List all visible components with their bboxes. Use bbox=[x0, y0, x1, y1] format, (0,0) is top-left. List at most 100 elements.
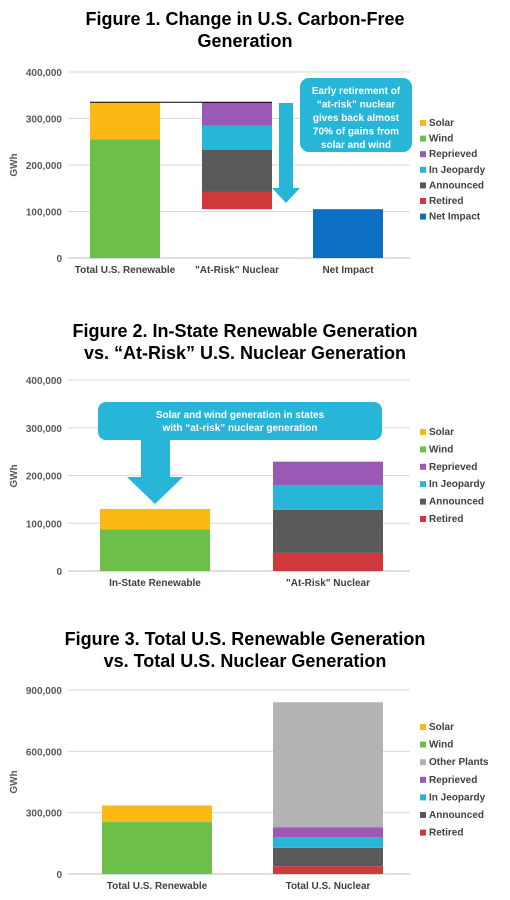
legend-swatch bbox=[420, 166, 426, 173]
down-arrow-icon bbox=[127, 438, 183, 504]
legend-swatch bbox=[420, 794, 426, 801]
y-tick-label: 600,000 bbox=[26, 747, 63, 758]
bar-segment-reprieved bbox=[273, 461, 383, 486]
bar-segment-in-jeopardy bbox=[273, 485, 383, 510]
y-tick-label: 200,000 bbox=[26, 472, 63, 483]
callout-text: solar and wind bbox=[321, 140, 391, 151]
callout-text: “at-risk” nuclear bbox=[317, 100, 395, 111]
figure-1-chart: 0 100,000 200,000 300,000 400,000 GWh Total U.… bbox=[9, 68, 486, 276]
down-arrow-icon bbox=[272, 103, 300, 203]
bar-segment-wind bbox=[100, 529, 210, 571]
legend-entry: Reprieved bbox=[429, 775, 477, 786]
callout-text: 70% of gains from bbox=[313, 127, 399, 138]
legend-entry: Wind bbox=[429, 444, 453, 455]
legend-entry: Retired bbox=[429, 196, 463, 207]
bar-segment-reprieved bbox=[273, 827, 383, 838]
legend-swatch bbox=[420, 759, 426, 766]
y-tick-label: 400,000 bbox=[26, 68, 63, 79]
figure-3-title-line-2: vs. Total U.S. Nuclear Generation bbox=[103, 651, 387, 671]
legend-entry: Solar bbox=[429, 118, 454, 129]
bar-segment-other-plants bbox=[273, 702, 383, 828]
y-axis-label: GWh bbox=[9, 770, 20, 793]
legend-swatch bbox=[420, 481, 426, 488]
figure-1: Figure 1. Change in U.S. Carbon-Free Gen… bbox=[0, 0, 510, 290]
y-tick-label: 300,000 bbox=[26, 424, 63, 435]
bar-segment-solar bbox=[100, 508, 210, 530]
bar-segment-announced bbox=[202, 149, 272, 192]
legend-swatch bbox=[420, 463, 426, 470]
legend-entry: Wind bbox=[429, 740, 453, 751]
legend-swatch bbox=[420, 829, 426, 836]
legend-entry: Solar bbox=[429, 427, 454, 438]
callout-text: Early retirement of bbox=[312, 86, 401, 97]
bar-segment-solar bbox=[102, 805, 212, 823]
legend-entry: Solar bbox=[429, 722, 454, 733]
figure-1-title: Figure 1. Change in U.S. Carbon-Free Gen… bbox=[0, 8, 490, 52]
x-tick-label: "At-Risk" Nuclear bbox=[195, 265, 279, 276]
legend-swatch bbox=[420, 812, 426, 818]
x-tick-label: In-State Renewable bbox=[109, 578, 201, 589]
legend-entry: Other Plants bbox=[429, 757, 489, 768]
figure-2-title-line-2: vs. “At-Risk” U.S. Nuclear Generation bbox=[83, 343, 407, 363]
bar-segment-net-impact bbox=[313, 209, 383, 258]
legend-entry: Retired bbox=[429, 514, 463, 525]
y-tick-label: 300,000 bbox=[26, 115, 63, 126]
bar-segment-retired bbox=[273, 866, 383, 874]
legend-entry: Announced bbox=[429, 810, 484, 821]
legend-entry: Reprieved bbox=[429, 149, 477, 160]
legend-swatch bbox=[420, 741, 426, 748]
x-tick-label: Net Impact bbox=[322, 265, 374, 276]
legend-swatch bbox=[420, 724, 426, 730]
legend-entry: In Jeopardy bbox=[429, 792, 486, 803]
legend-swatch bbox=[420, 429, 426, 435]
x-tick-label: "At-Risk" Nuclear bbox=[286, 578, 370, 589]
callout-text: gives back almost bbox=[313, 113, 400, 124]
figure-3-chart: 0 300,000 600,000 900,000 GWh Total U.S. Rene… bbox=[9, 686, 489, 892]
y-tick-label: 200,000 bbox=[26, 161, 63, 172]
figure-2: Figure 2. In-State Renewable Generation … bbox=[0, 300, 510, 600]
bar-segment-announced bbox=[273, 509, 383, 553]
legend-swatch bbox=[420, 213, 426, 220]
legend-swatch bbox=[420, 776, 426, 783]
x-tick-label: Total U.S. Renewable bbox=[75, 265, 176, 276]
figure-2-title: Figure 2. In-State Renewable Generation … bbox=[0, 320, 490, 364]
legend-swatch bbox=[420, 151, 426, 158]
figure-3: Figure 3. Total U.S. Renewable Generatio… bbox=[0, 610, 510, 900]
bar-segment-retired bbox=[202, 191, 272, 210]
x-tick-label: Total U.S. Nuclear bbox=[286, 881, 371, 892]
y-tick-label: 100,000 bbox=[26, 208, 63, 219]
y-axis-label: GWh bbox=[9, 464, 20, 487]
y-tick-label: 0 bbox=[56, 567, 62, 578]
callout-box bbox=[300, 78, 412, 152]
y-tick-label: 900,000 bbox=[26, 686, 63, 697]
figure-3-title: Figure 3. Total U.S. Renewable Generatio… bbox=[0, 628, 490, 672]
legend-entry: Announced bbox=[429, 497, 484, 508]
figure-1-title-line-1: Figure 1. Change in U.S. Carbon-Free bbox=[85, 9, 405, 29]
legend-entry: In Jeopardy bbox=[429, 479, 486, 490]
figure-1-title-line-2: Generation bbox=[197, 31, 293, 51]
x-tick-label: Total U.S. Renewable bbox=[107, 881, 208, 892]
figure-2-title-line-1: Figure 2. In-State Renewable Generation bbox=[72, 321, 418, 341]
bar-segment-in-jeopardy bbox=[273, 837, 383, 848]
y-tick-label: 100,000 bbox=[26, 519, 63, 530]
legend-swatch bbox=[420, 198, 426, 204]
legend-swatch bbox=[420, 182, 426, 189]
bar-segment-wind bbox=[102, 822, 212, 874]
bar-segment-announced bbox=[273, 847, 383, 867]
legend-entry: Reprieved bbox=[429, 462, 477, 473]
legend-swatch bbox=[420, 446, 426, 453]
y-axis-label: GWh bbox=[9, 153, 20, 176]
legend-entry: Announced bbox=[429, 180, 484, 191]
callout-text: Solar and wind generation in states bbox=[156, 410, 325, 421]
legend-entry: In Jeopardy bbox=[429, 165, 486, 176]
bar-segment-reprieved bbox=[202, 102, 272, 126]
y-tick-label: 300,000 bbox=[26, 809, 63, 820]
bar-segment-wind bbox=[90, 139, 160, 258]
y-tick-label: 0 bbox=[56, 254, 62, 265]
legend-swatch bbox=[420, 135, 426, 142]
legend-swatch bbox=[420, 120, 426, 126]
legend-entry: Retired bbox=[429, 828, 463, 839]
bar-segment-in-jeopardy bbox=[202, 125, 272, 150]
figure-3-title-line-1: Figure 3. Total U.S. Renewable Generatio… bbox=[64, 629, 426, 649]
legend-entry: Wind bbox=[429, 134, 453, 145]
